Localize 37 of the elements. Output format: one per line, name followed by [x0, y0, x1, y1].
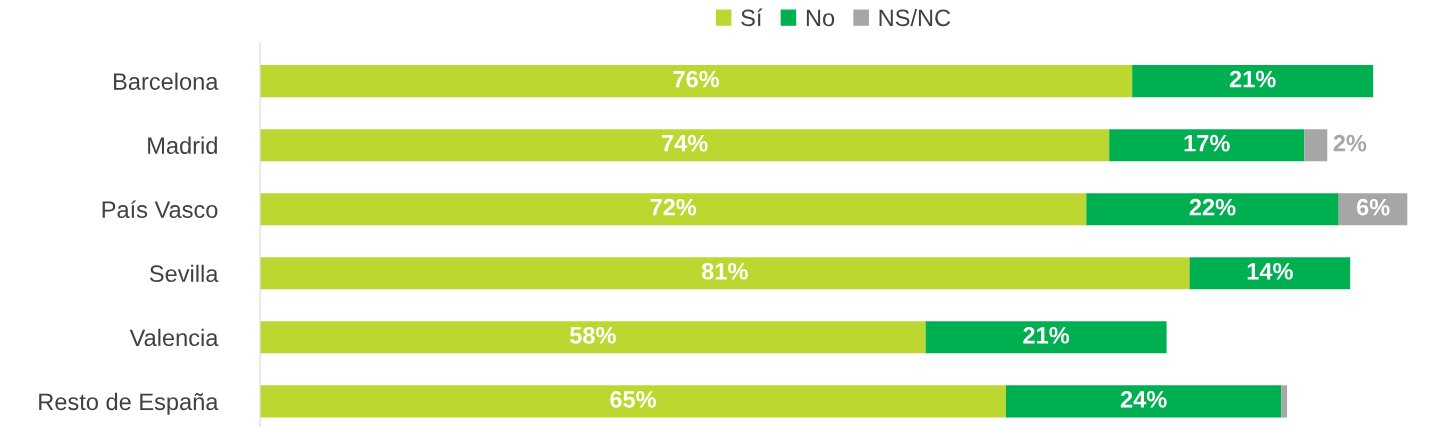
- y-tick-label: Madrid: [148, 136, 217, 154]
- data-label: 21%: [1229, 70, 1276, 88]
- y-tick-label: Resto de España: [39, 392, 219, 415]
- data-label: 2%: [1333, 134, 1367, 152]
- y-tick-label: Barcelona: [114, 72, 219, 90]
- data-label: 58%: [569, 326, 616, 344]
- bar: [1189, 257, 1351, 290]
- legend-label: No: [806, 9, 835, 27]
- bar: [260, 65, 1133, 98]
- bar: [1304, 129, 1328, 162]
- bar: [260, 321, 926, 354]
- data-label: 81%: [701, 262, 748, 280]
- data-label: 6%: [1356, 198, 1390, 216]
- bar: [925, 321, 1167, 354]
- legend-label: Sí: [741, 8, 763, 27]
- data-label: 22%: [1189, 198, 1236, 216]
- data-label: 65%: [610, 391, 657, 408]
- bar: [1005, 385, 1282, 418]
- data-label: 14%: [1247, 262, 1293, 280]
- bar: [260, 193, 1087, 226]
- bar: [1086, 193, 1339, 226]
- bar: [1132, 65, 1374, 98]
- legend-label: NS/NC: [879, 8, 951, 27]
- data-label: 72%: [650, 198, 697, 216]
- data-label: 74%: [662, 134, 708, 152]
- bar: [260, 129, 1110, 162]
- y-tick-label: Sevilla: [149, 264, 219, 283]
- data-label: 21%: [1023, 326, 1070, 344]
- data-label: 24%: [1120, 391, 1167, 408]
- data-label: 76%: [673, 70, 720, 88]
- data-label: 17%: [1184, 134, 1230, 152]
- bar: [260, 385, 1006, 418]
- y-tick-label: País Vasco: [102, 200, 218, 219]
- bar: [1281, 385, 1288, 418]
- bar: [260, 257, 1190, 290]
- bar: [1109, 129, 1305, 162]
- y-tick-label: Valencia: [129, 328, 219, 347]
